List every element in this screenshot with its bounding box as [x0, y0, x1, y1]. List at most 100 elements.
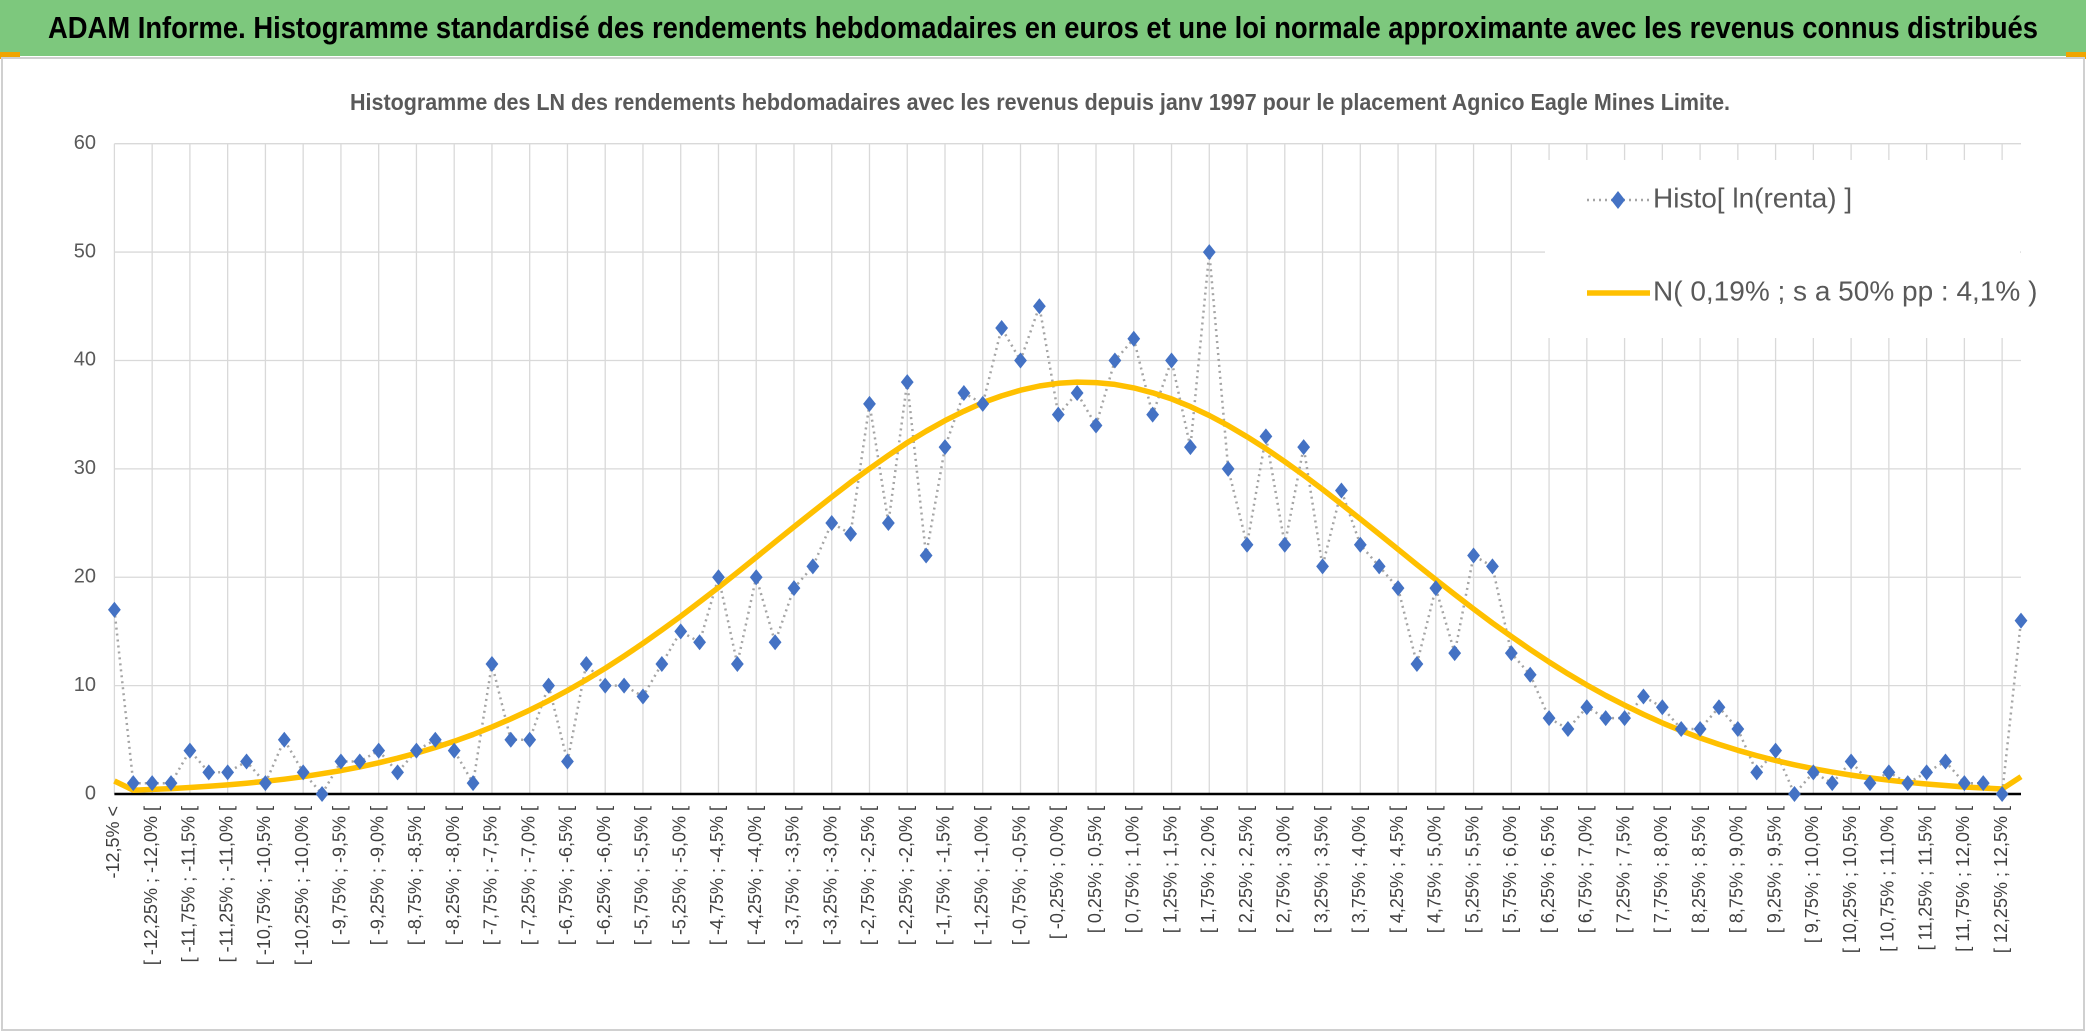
- x-tick-label: [ -3,25% ; -3,0% [: [820, 806, 840, 945]
- x-tick-label: [ 3,75% ; 4,0% [: [1349, 806, 1369, 933]
- data-point: [1429, 580, 1443, 597]
- data-point: [1995, 786, 2009, 802]
- data-point: [1127, 330, 1141, 347]
- x-tick-label: -12,5% <: [103, 806, 123, 879]
- data-point: [900, 374, 914, 391]
- data-point: [259, 775, 272, 792]
- data-point: [277, 731, 291, 748]
- x-tick-label: [ -3,75% ; -3,5% [: [783, 806, 803, 945]
- data-point: [1391, 580, 1405, 597]
- x-tick-label: [ -5,75% ; -5,5% [: [632, 806, 652, 945]
- x-tick-label: [ -11,25% ; -11,0% [: [216, 806, 236, 962]
- x-tick-label: [ -7,75% ; -7,5% [: [481, 806, 501, 945]
- x-tick-label: [ 6,25% ; 6,5% [: [1538, 806, 1558, 933]
- data-point: [1240, 536, 1254, 553]
- data-point: [183, 742, 197, 759]
- data-point: [1788, 786, 1801, 802]
- x-tick-label: [ -4,75% ; -4,5% [: [707, 806, 727, 945]
- data-point: [353, 753, 367, 770]
- data-point: [938, 439, 952, 456]
- series-line: [113, 379, 2023, 793]
- data-point: [995, 319, 1009, 336]
- data-point: [674, 623, 688, 640]
- x-tick-label: [ 1,75% ; 2,0% [: [1198, 806, 1218, 933]
- x-tick-label: [ 8,25% ; 8,5% [: [1689, 806, 1709, 933]
- data-point: [1712, 699, 1726, 716]
- x-tick-label: [ -6,75% ; -6,5% [: [556, 806, 576, 945]
- x-tick-label: [ -4,25% ; -4,0% [: [745, 806, 765, 945]
- data-point: [1448, 645, 1462, 662]
- data-point: [1901, 775, 1915, 792]
- data-point: [1769, 742, 1782, 759]
- data-point: [825, 515, 839, 532]
- data-point: [108, 601, 121, 618]
- data-point: [1957, 775, 1971, 792]
- x-tick-label: [ -10,75% ; -10,5% [: [254, 806, 274, 965]
- data-point: [1580, 699, 1594, 716]
- chart-frame: [1, 57, 2085, 1031]
- x-tick-label: [ -0,25% ; 0,0% [: [1047, 806, 1067, 939]
- data-point: [1486, 558, 1499, 575]
- data-point: [1221, 460, 1235, 477]
- y-tick-label: 0: [85, 782, 96, 804]
- x-tick-label: [ -10,25% ; -10,0% [: [292, 806, 312, 965]
- plot-area: [108, 244, 2028, 802]
- y-tick-label: 40: [74, 349, 96, 371]
- x-tick-label: [ 12,25% ; 12,5% [: [1991, 806, 2011, 953]
- x-tick-label: [ -9,75% ; -9,5% [: [330, 806, 350, 945]
- data-point: [1863, 775, 1877, 792]
- x-tick-label: [ 7,75% ; 8,0% [: [1651, 806, 1671, 933]
- data-point: [542, 677, 555, 694]
- data-point: [1542, 710, 1556, 727]
- x-tick-label: [ 5,75% ; 6,0% [: [1500, 806, 1520, 933]
- x-tick-label: [ 5,25% ; 5,5% [: [1462, 806, 1482, 933]
- data-point: [1976, 775, 1990, 792]
- data-point: [1750, 764, 1764, 781]
- x-tick-label: [ 2,25% ; 2,5% [: [1236, 806, 1256, 933]
- y-tick-label: 10: [74, 674, 96, 696]
- header-bar: [0, 0, 2086, 56]
- corner-mark: [2066, 52, 2086, 59]
- data-point: [126, 775, 140, 792]
- data-point: [655, 655, 669, 672]
- data-point: [1844, 753, 1858, 770]
- data-point: [1882, 764, 1896, 781]
- x-tick-label: [ 4,75% ; 5,0% [: [1425, 806, 1445, 933]
- data-point: [693, 634, 706, 651]
- x-tick-label: [ 7,25% ; 7,5% [: [1613, 806, 1633, 933]
- data-point: [844, 525, 858, 542]
- x-tick-label: [ -11,75% ; -11,5% [: [179, 806, 199, 962]
- data-point: [1504, 645, 1518, 662]
- data-point: [976, 395, 990, 412]
- x-tick-label: [ 3,25% ; 3,5% [: [1311, 806, 1331, 933]
- data-point: [1939, 753, 1952, 770]
- data-point: [240, 753, 253, 770]
- x-tick-label: [ -9,25% ; -9,0% [: [367, 806, 387, 945]
- data-point: [1259, 428, 1273, 445]
- x-tick-label: [ 2,75% ; 3,0% [: [1274, 806, 1294, 933]
- data-point: [1731, 720, 1745, 737]
- data-point: [1297, 439, 1311, 456]
- data-point: [315, 786, 329, 802]
- x-tick-label: [ 11,25% ; 11,5% [: [1915, 806, 1935, 950]
- x-tick-label: [ 1,25% ; 1,5% [: [1160, 806, 1180, 933]
- data-point: [1920, 764, 1934, 781]
- data-point: [1806, 764, 1820, 781]
- x-tick-label: [ 9,75% ; 10,0% [: [1802, 806, 1822, 943]
- data-point: [1108, 352, 1122, 369]
- chart-title: Histogramme des LN des rendements hebdom…: [350, 89, 1730, 115]
- legend-label: Histo[ ln(renta) ]: [1653, 182, 1852, 213]
- data-point: [636, 688, 650, 705]
- data-point: [598, 677, 612, 694]
- data-point: [466, 775, 480, 792]
- data-point: [391, 764, 404, 781]
- x-tick-label: [ 10,75% ; 11,0% [: [1878, 806, 1898, 952]
- data-point: [145, 775, 159, 792]
- x-tick-label: [ -6,25% ; -6,0% [: [594, 806, 614, 945]
- data-point: [1467, 547, 1480, 564]
- data-point: [806, 558, 820, 575]
- x-tick-label: [ -12,25% ; -12,0% [: [141, 806, 161, 965]
- legend-swatch: [1611, 191, 1625, 209]
- data-point: [1316, 558, 1329, 575]
